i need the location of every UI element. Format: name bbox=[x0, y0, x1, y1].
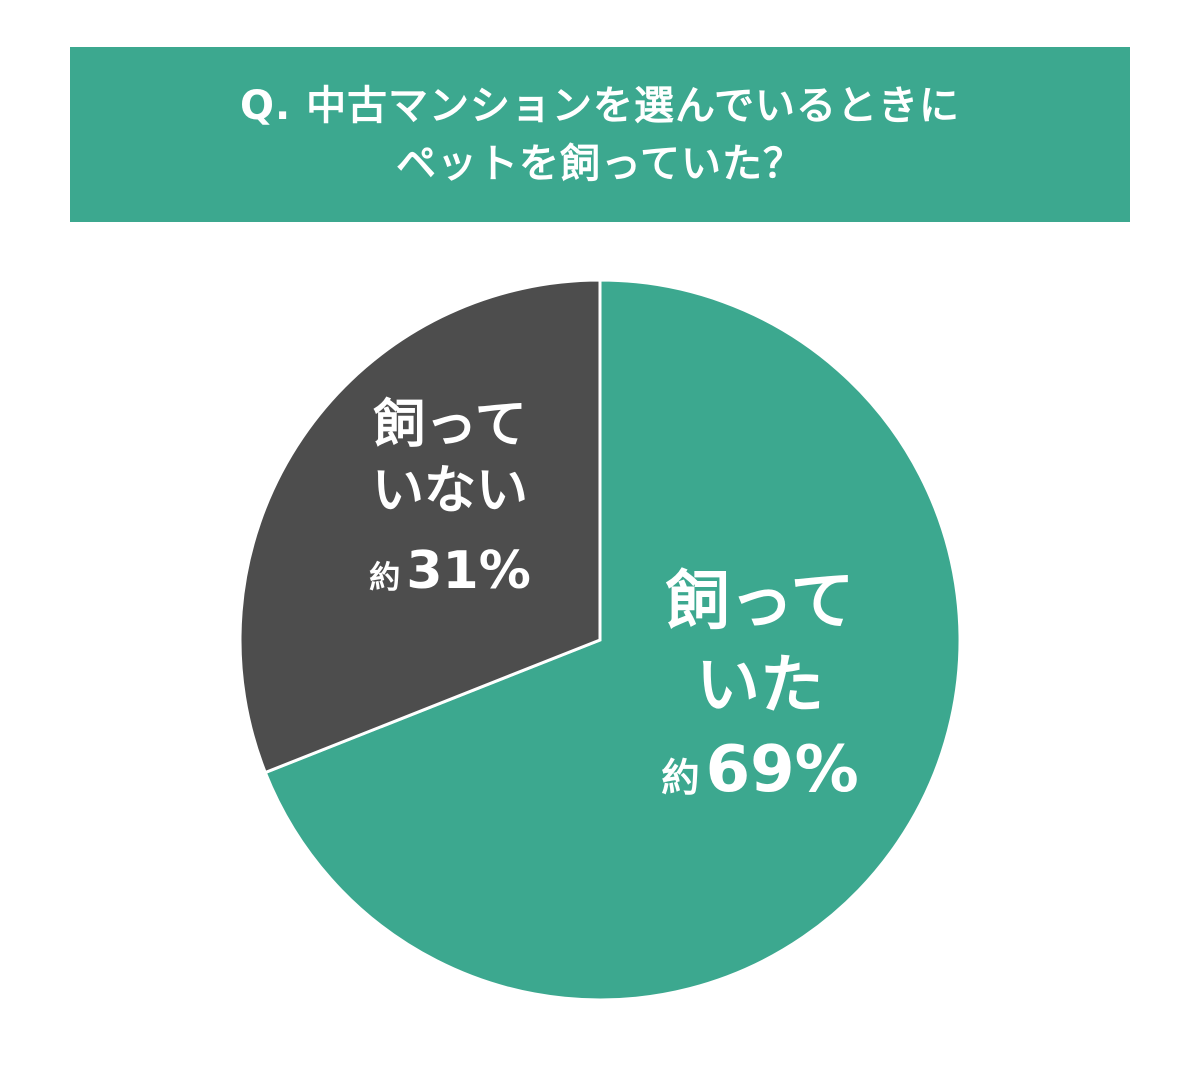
slice-label-owned-line2: いた bbox=[696, 649, 824, 723]
slice-prefix-owned: 約 bbox=[661, 756, 700, 801]
slice-label-not-owned-line1: 飼って bbox=[373, 395, 527, 455]
title-line-2: ペットを飼っていた？ bbox=[396, 140, 804, 187]
slice-label-owned: 飼って いた 約69% bbox=[640, 560, 880, 821]
slice-label-owned-line1: 飼って bbox=[665, 565, 855, 639]
slice-prefix-not-owned: 約 bbox=[369, 560, 401, 596]
slice-label-not-owned: 飼って いない 約 31% bbox=[345, 392, 555, 611]
chart-title: Q. 中古マンションを選んでいるときに ペットを飼っていた？ bbox=[70, 47, 1130, 222]
title-line-1: Q. 中古マンションを選んでいるときに bbox=[239, 82, 961, 129]
slice-label-not-owned-line2: いない bbox=[371, 461, 528, 521]
slice-value-owned: 69% bbox=[705, 733, 859, 807]
pie-slice-0 bbox=[263, 278, 962, 1002]
slice-value-not-owned: 31% bbox=[406, 541, 531, 601]
pie-slice-1 bbox=[238, 278, 602, 775]
